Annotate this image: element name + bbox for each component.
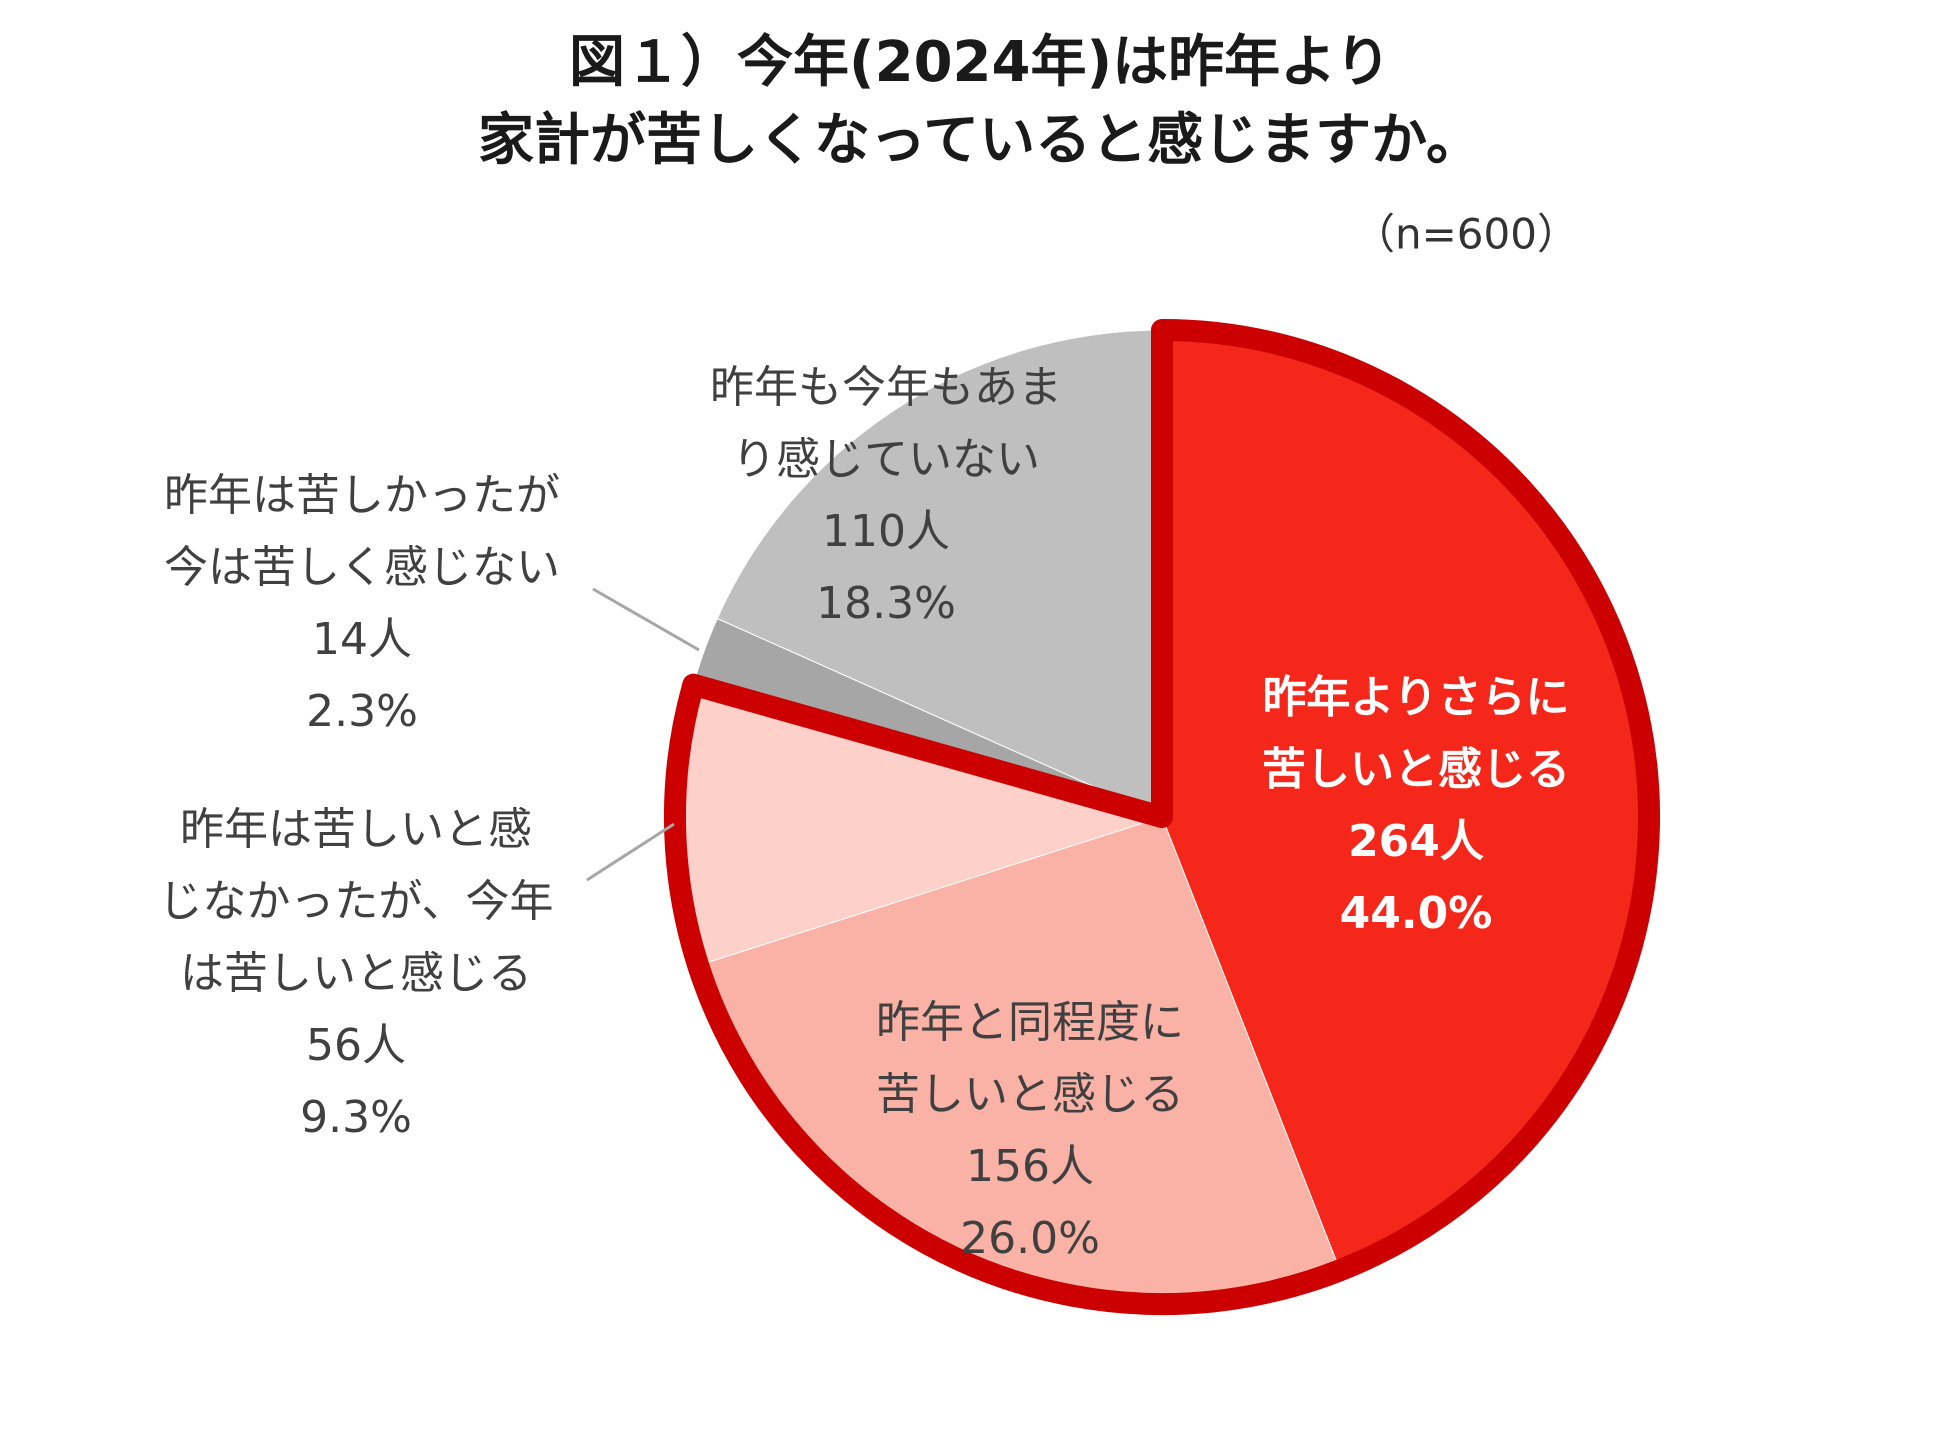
count-label: 14人 [312,614,412,665]
slice-label: じなかったが、今年 [158,876,553,927]
slice-label: 昨年よりさらに [1262,672,1569,723]
chart-title: 家計が苦しくなっていると感じますか。 [478,108,1482,173]
slice-label: 苦しいと感じる [876,1069,1184,1120]
chart-title: 図１）今年(2024年)は昨年より [569,30,1391,95]
count-label: 56人 [306,1020,406,1071]
value-label: 44.0% [1340,888,1493,939]
count-label: 264人 [1348,816,1484,867]
slice-label: 今は苦しく感じない [164,542,560,593]
count-label: 110人 [822,506,950,557]
slice-label: は苦しいと感じる [180,948,532,999]
slice-label: り感じていない [732,434,1040,485]
value-label: 9.3% [300,1092,412,1143]
pie-slice [716,329,1163,818]
leader-line [592,587,700,652]
value-label: 18.3% [816,578,956,629]
slice-label: 昨年と同程度に [876,997,1184,1048]
slice-label: 昨年も今年もあま [710,362,1062,413]
leader-line [586,822,675,882]
count-label: 156人 [966,1141,1094,1192]
value-label: 26.0% [960,1213,1100,1264]
highlight-outline [664,319,1660,1315]
slice-label: 昨年は苦しかったが [164,470,560,521]
slice-label: 苦しいと感じる [1262,744,1570,795]
value-label: 2.3% [306,686,418,737]
chart-subtitle: （n=600） [1353,210,1579,259]
slice-label: 昨年は苦しいと感 [180,804,532,855]
